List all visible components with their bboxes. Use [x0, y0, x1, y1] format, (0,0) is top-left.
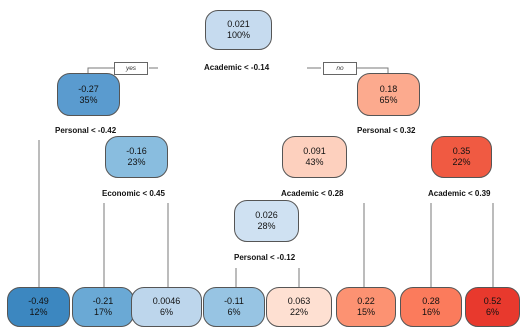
node-value: -0.16: [126, 146, 147, 156]
node-value: 0.18: [379, 83, 398, 94]
node-percent: 100%: [226, 30, 251, 40]
split-label-n2: Personal < -0.42: [55, 126, 117, 135]
node-value: 0.52: [483, 296, 502, 306]
tree-leaf-1: -0.49 12%: [7, 287, 70, 327]
node-value: 0.28: [422, 296, 440, 306]
tree-node-n3: 0.18 65%: [357, 73, 420, 116]
edge-label-yes: yes: [114, 62, 148, 75]
tree-node-n5: -0.16 23%: [105, 136, 168, 178]
node-value: -0.49: [28, 296, 49, 306]
node-value: 0.091: [303, 146, 326, 156]
tree-leaf-4: -0.11 6%: [203, 287, 265, 327]
node-value: -0.11: [224, 296, 244, 306]
tree-leaf-3: 0.0046 6%: [131, 287, 202, 327]
edge-label-no: no: [323, 62, 357, 75]
node-percent: 6%: [227, 307, 241, 317]
tree-leaf-6: 0.22 15%: [336, 287, 396, 327]
node-value: 0.021: [227, 19, 250, 29]
node-percent: 35%: [79, 94, 98, 105]
split-label-n6: Academic < 0.28: [281, 189, 344, 198]
split-label-root: Academic < -0.14: [204, 63, 270, 72]
edge-root-n2: [87, 67, 114, 73]
node-percent: 28%: [257, 221, 276, 231]
tree-node-n2: -0.27 35%: [57, 73, 120, 116]
tree-leaf-7: 0.28 16%: [400, 287, 462, 327]
node-value: -0.21: [92, 296, 114, 306]
tree-leaf-5: 0.063 22%: [266, 287, 332, 327]
node-value: 0.063: [287, 296, 311, 306]
split-label-n12: Personal < -0.12: [234, 253, 296, 262]
tree-leaf-2: -0.21 17%: [72, 287, 134, 327]
node-percent: 17%: [93, 307, 112, 317]
node-percent: 12%: [29, 307, 48, 317]
node-percent: 22%: [452, 157, 471, 167]
tree-node-n7: 0.35 22%: [431, 136, 492, 178]
node-percent: 6%: [159, 307, 173, 317]
node-value: 0.35: [452, 146, 471, 156]
node-value: 0.0046: [152, 296, 181, 306]
split-label-n7: Academic < 0.39: [428, 189, 491, 198]
node-percent: 22%: [289, 307, 308, 317]
tree-node-n12: 0.026 28%: [234, 200, 299, 242]
node-percent: 23%: [127, 157, 146, 167]
split-label-n3: Personal < 0.32: [357, 126, 416, 135]
node-value: 0.026: [255, 210, 278, 220]
node-percent: 15%: [356, 307, 375, 317]
node-percent: 65%: [379, 94, 398, 105]
edge-root-n3: [357, 67, 389, 73]
node-value: -0.27: [78, 83, 99, 94]
node-percent: 16%: [421, 307, 440, 317]
split-label-n5: Economic < 0.45: [102, 189, 165, 198]
node-value: 0.22: [357, 296, 375, 306]
tree-node-n6: 0.091 43%: [282, 136, 347, 178]
node-percent: 6%: [485, 307, 499, 317]
node-percent: 43%: [305, 157, 324, 167]
tree-leaf-8: 0.52 6%: [465, 287, 520, 327]
tree-node-root: 0.021 100%: [205, 10, 272, 50]
